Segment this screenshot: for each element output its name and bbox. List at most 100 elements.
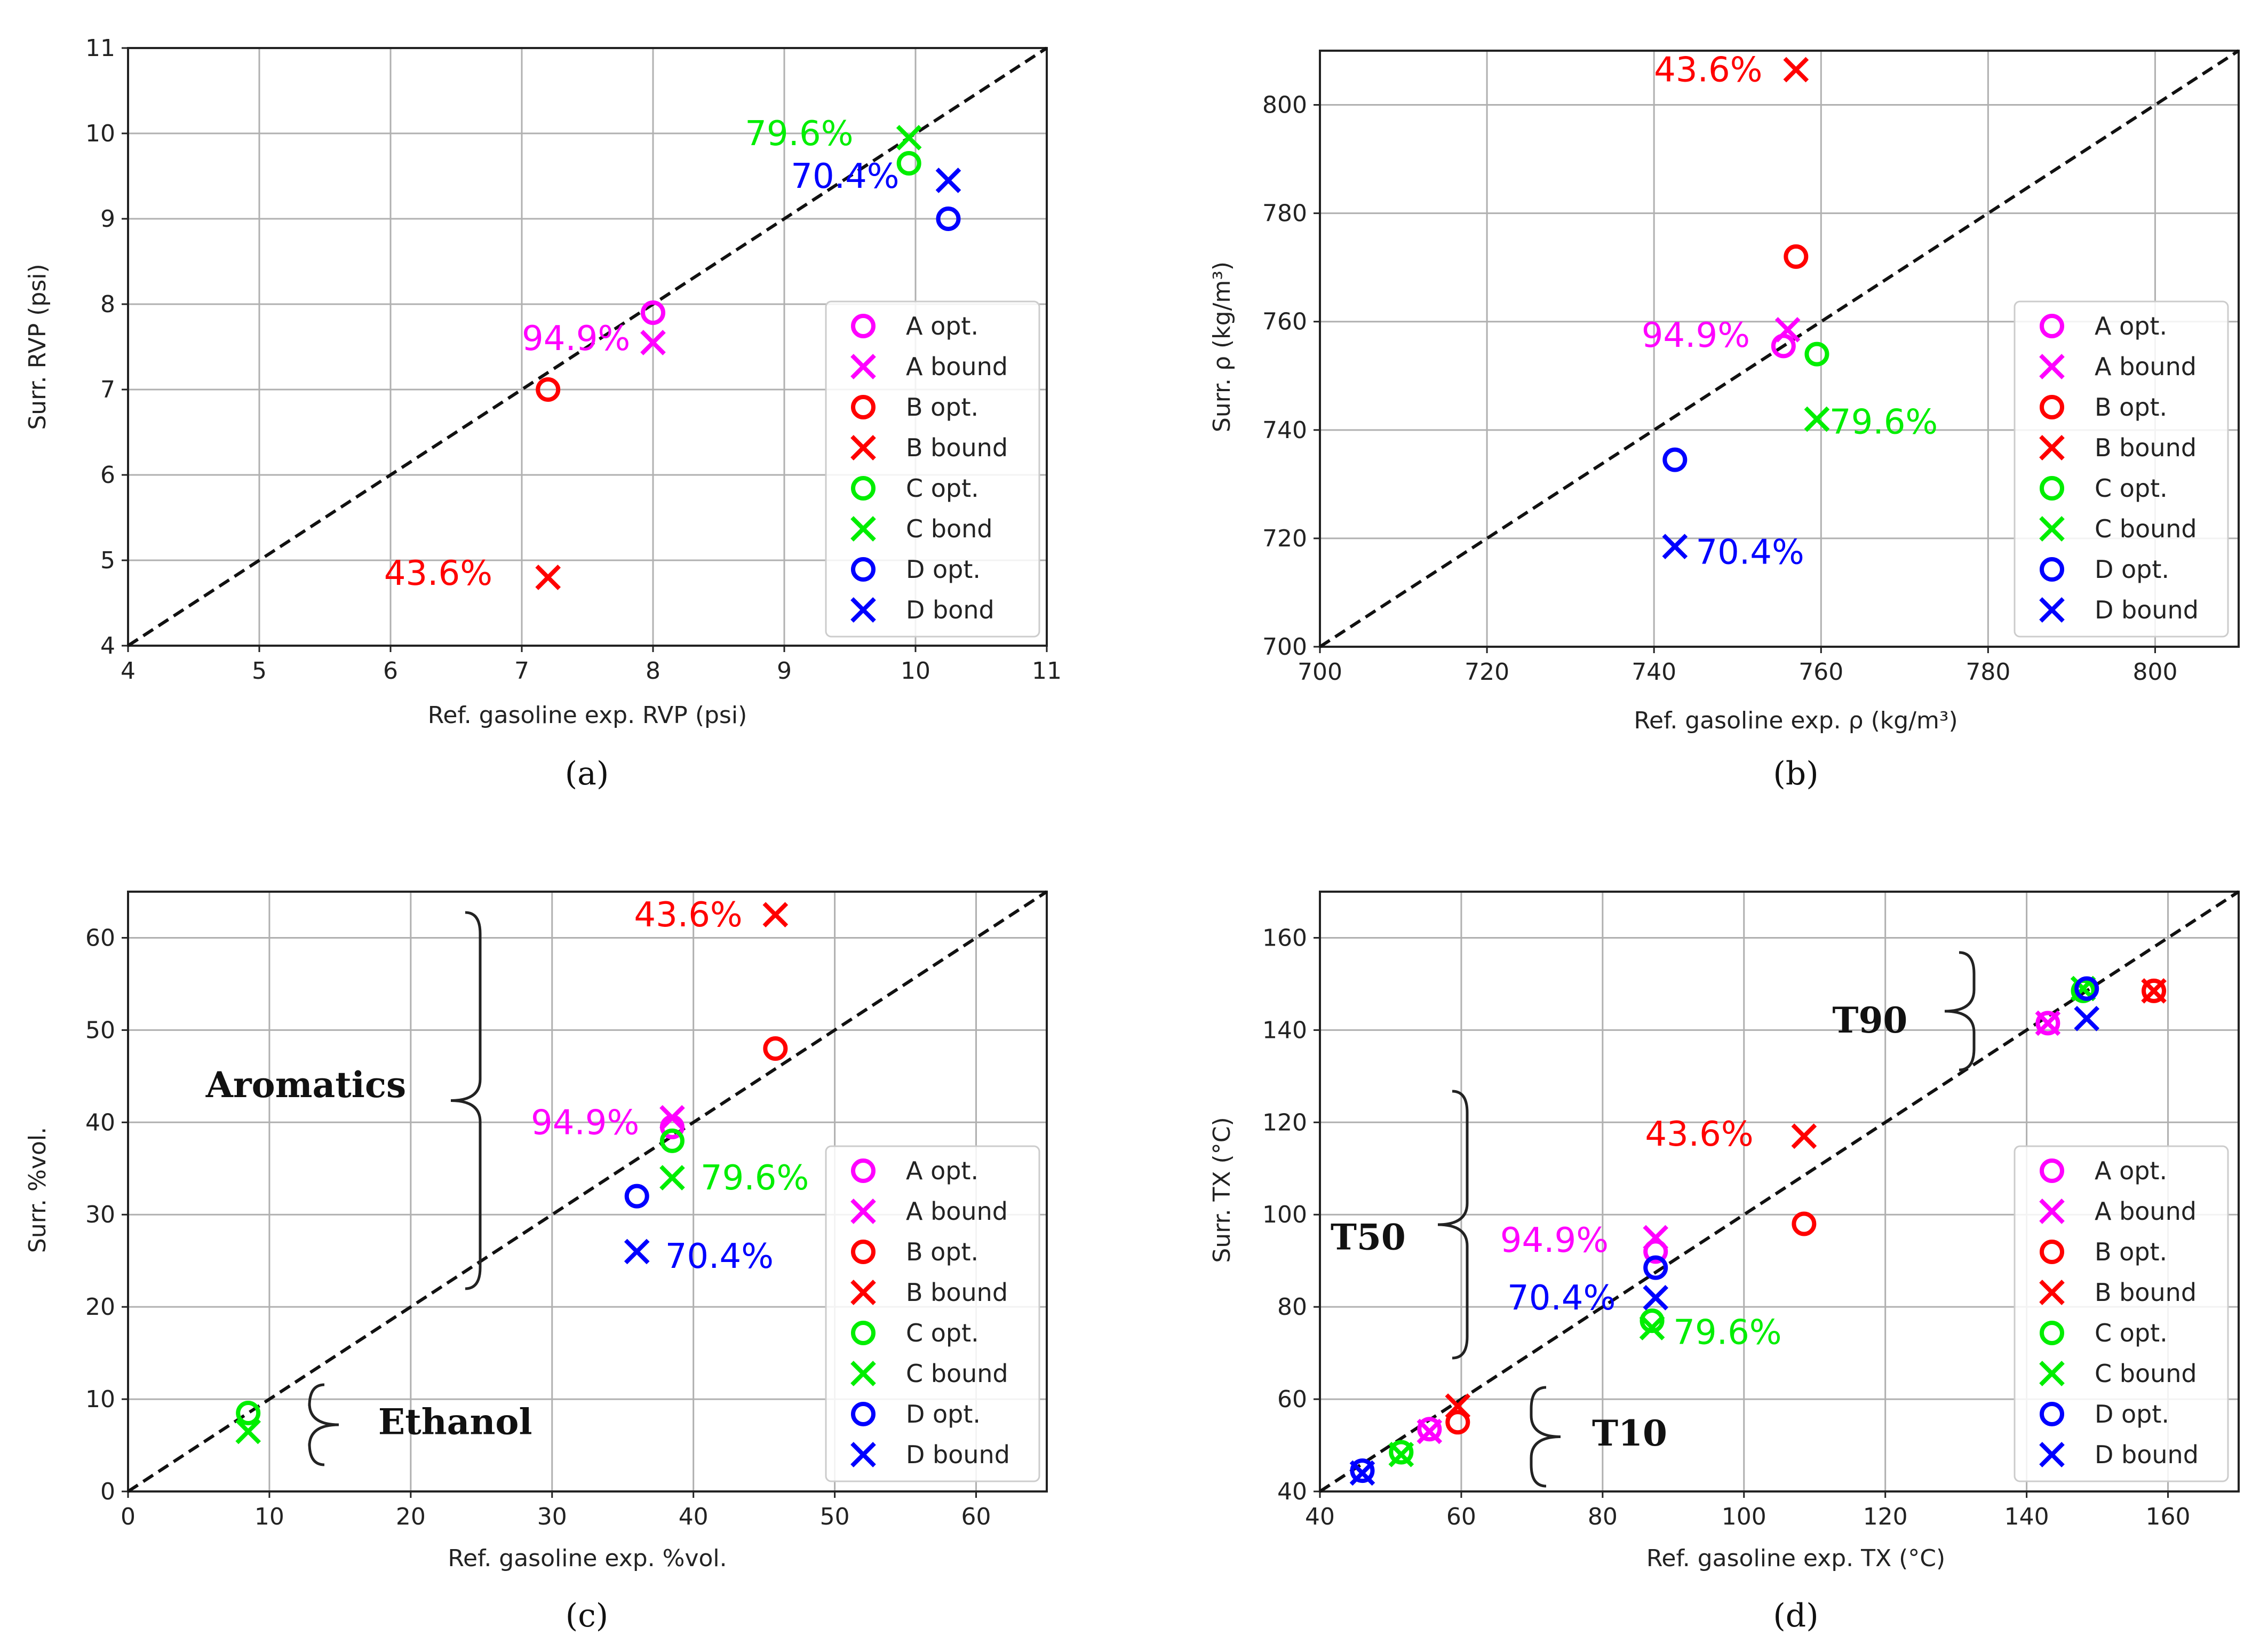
y-tick-label: 11 (85, 35, 115, 62)
x-tick-label: 80 (1588, 1503, 1618, 1530)
legend-marker (2039, 516, 2065, 542)
percent-annotation: 79.6% (1829, 403, 1938, 442)
legend-entry: B bound (906, 433, 1008, 462)
point-a-bound (640, 330, 666, 355)
point-d-bound (2074, 1005, 2100, 1031)
subplot-caption: (b) (1773, 755, 1818, 792)
x-tick-label: 780 (1965, 658, 2010, 686)
x-tick-label: 120 (1863, 1503, 1908, 1530)
point-a-bound (659, 1105, 685, 1131)
legend-entry: C opt. (2095, 474, 2168, 503)
point-c-bound (1388, 1442, 1414, 1467)
x-tick-label: 5 (252, 657, 267, 685)
x-tick-label: 800 (2132, 658, 2177, 686)
x-tick-label: 7 (514, 657, 529, 685)
y-tick-label: 120 (1262, 1109, 1307, 1136)
legend-marker (2040, 557, 2064, 582)
legend-entry: B bound (2095, 1278, 2197, 1307)
legend-entry: A opt. (906, 1156, 978, 1185)
legend-entry: A bound (906, 352, 1008, 381)
legend-entry: D opt. (2095, 555, 2169, 584)
group-label: Aromatics (205, 1064, 407, 1106)
x-tick-label: 6 (383, 657, 398, 685)
x-tick-label: 20 (396, 1503, 426, 1530)
legend-marker (2040, 395, 2064, 419)
legend-box (2014, 300, 2229, 638)
x-axis-label: Ref. gasoline exp. %vol. (448, 1545, 727, 1572)
legend-marker (851, 395, 876, 419)
percent-annotation: 79.6% (701, 1158, 809, 1198)
x-tick-label: 140 (2004, 1503, 2049, 1530)
legend-entry: D bound (2095, 596, 2199, 624)
x-tick-label: 60 (1446, 1503, 1476, 1530)
plot-frame (1319, 891, 2240, 1493)
legend-entry: D bound (906, 1440, 1010, 1469)
y-tick-label: 60 (1277, 1386, 1307, 1413)
subplot-caption: (c) (566, 1597, 608, 1634)
point-d-opt- (2074, 976, 2099, 1001)
legend-marker (850, 354, 876, 379)
point-c-opt- (896, 151, 921, 176)
plot-frame (127, 891, 1048, 1493)
y-tick-label: 100 (1262, 1201, 1307, 1228)
legend-marker (851, 1240, 876, 1264)
group-label: T50 (1331, 1216, 1406, 1258)
point-d-bound (1349, 1460, 1375, 1486)
y-tick-label: 700 (1262, 633, 1307, 661)
y-tick-label: 40 (1277, 1478, 1307, 1505)
group-label: T10 (1592, 1412, 1667, 1454)
point-c-opt- (659, 1128, 685, 1153)
t50-brace (1437, 1090, 1469, 1360)
legend-entry: B bound (906, 1278, 1008, 1307)
legend-marker (851, 476, 876, 501)
y-tick-label: 60 (85, 924, 115, 951)
point-a-opt- (2035, 1011, 2060, 1036)
legend-marker (850, 597, 876, 623)
legend-entry: D opt. (906, 555, 981, 584)
point-b-opt- (763, 1036, 788, 1061)
percent-annotation: 70.4% (665, 1237, 774, 1276)
percent-annotation: 43.6% (634, 895, 742, 935)
t10-brace (1530, 1386, 1561, 1488)
x-tick-label: 720 (1465, 658, 1509, 686)
x-axis-label: Ref. gasoline exp. ρ (kg/m³) (1634, 707, 1957, 734)
point-d-bound (624, 1239, 650, 1265)
legend-entry: D opt. (906, 1400, 981, 1428)
point-a-bound (1416, 1418, 1443, 1444)
point-b-bound (1783, 57, 1809, 83)
point-b-opt- (1445, 1410, 1470, 1435)
x-tick-label: 760 (1799, 658, 1843, 686)
legend-marker (2040, 476, 2064, 501)
identity-line (1319, 49, 2240, 648)
plot-frame (127, 47, 1048, 647)
point-c-bond (896, 125, 922, 150)
subplot-c: 0 10 20 30 40 50 60 0 10 20 30 40 50 60 Ref. gasoline … (24, 890, 1048, 1634)
y-tick-label: 50 (85, 1017, 115, 1044)
point-c-opt- (1389, 1440, 1414, 1465)
point-a-opt- (1417, 1417, 1442, 1442)
y-tick-label: 5 (100, 547, 115, 574)
percent-annotation: 94.9% (1642, 316, 1750, 355)
x-tick-label: 9 (777, 657, 792, 685)
legend-marker (2040, 1321, 2064, 1345)
y-tick-label: 720 (1262, 525, 1307, 552)
percent-annotation: 94.9% (531, 1103, 639, 1142)
legend-entry: C opt. (906, 474, 979, 503)
legend-entry: A bound (2095, 352, 2197, 381)
y-tick-label: 4 (100, 632, 115, 660)
percent-annotation: 79.6% (745, 114, 853, 154)
y-tick-label: 800 (1262, 92, 1307, 119)
legend-marker (850, 1361, 876, 1386)
legend-entry: A opt. (906, 312, 978, 340)
legend-entry: D bond (906, 596, 994, 624)
x-tick-label: 8 (646, 657, 660, 685)
subplot-b: 700 720 740 760 780 800 700 720 740 760 780 800 Ref.… (1208, 49, 2240, 792)
legend-box (2014, 1145, 2229, 1482)
legend-entry: A opt. (2095, 1156, 2167, 1185)
y-tick-label: 10 (85, 1386, 115, 1413)
x-tick-label: 740 (1632, 658, 1676, 686)
point-d-opt- (1662, 447, 1688, 472)
y-axis-label: Surr. %vol. (24, 1127, 51, 1253)
legend-marker (850, 1442, 876, 1467)
